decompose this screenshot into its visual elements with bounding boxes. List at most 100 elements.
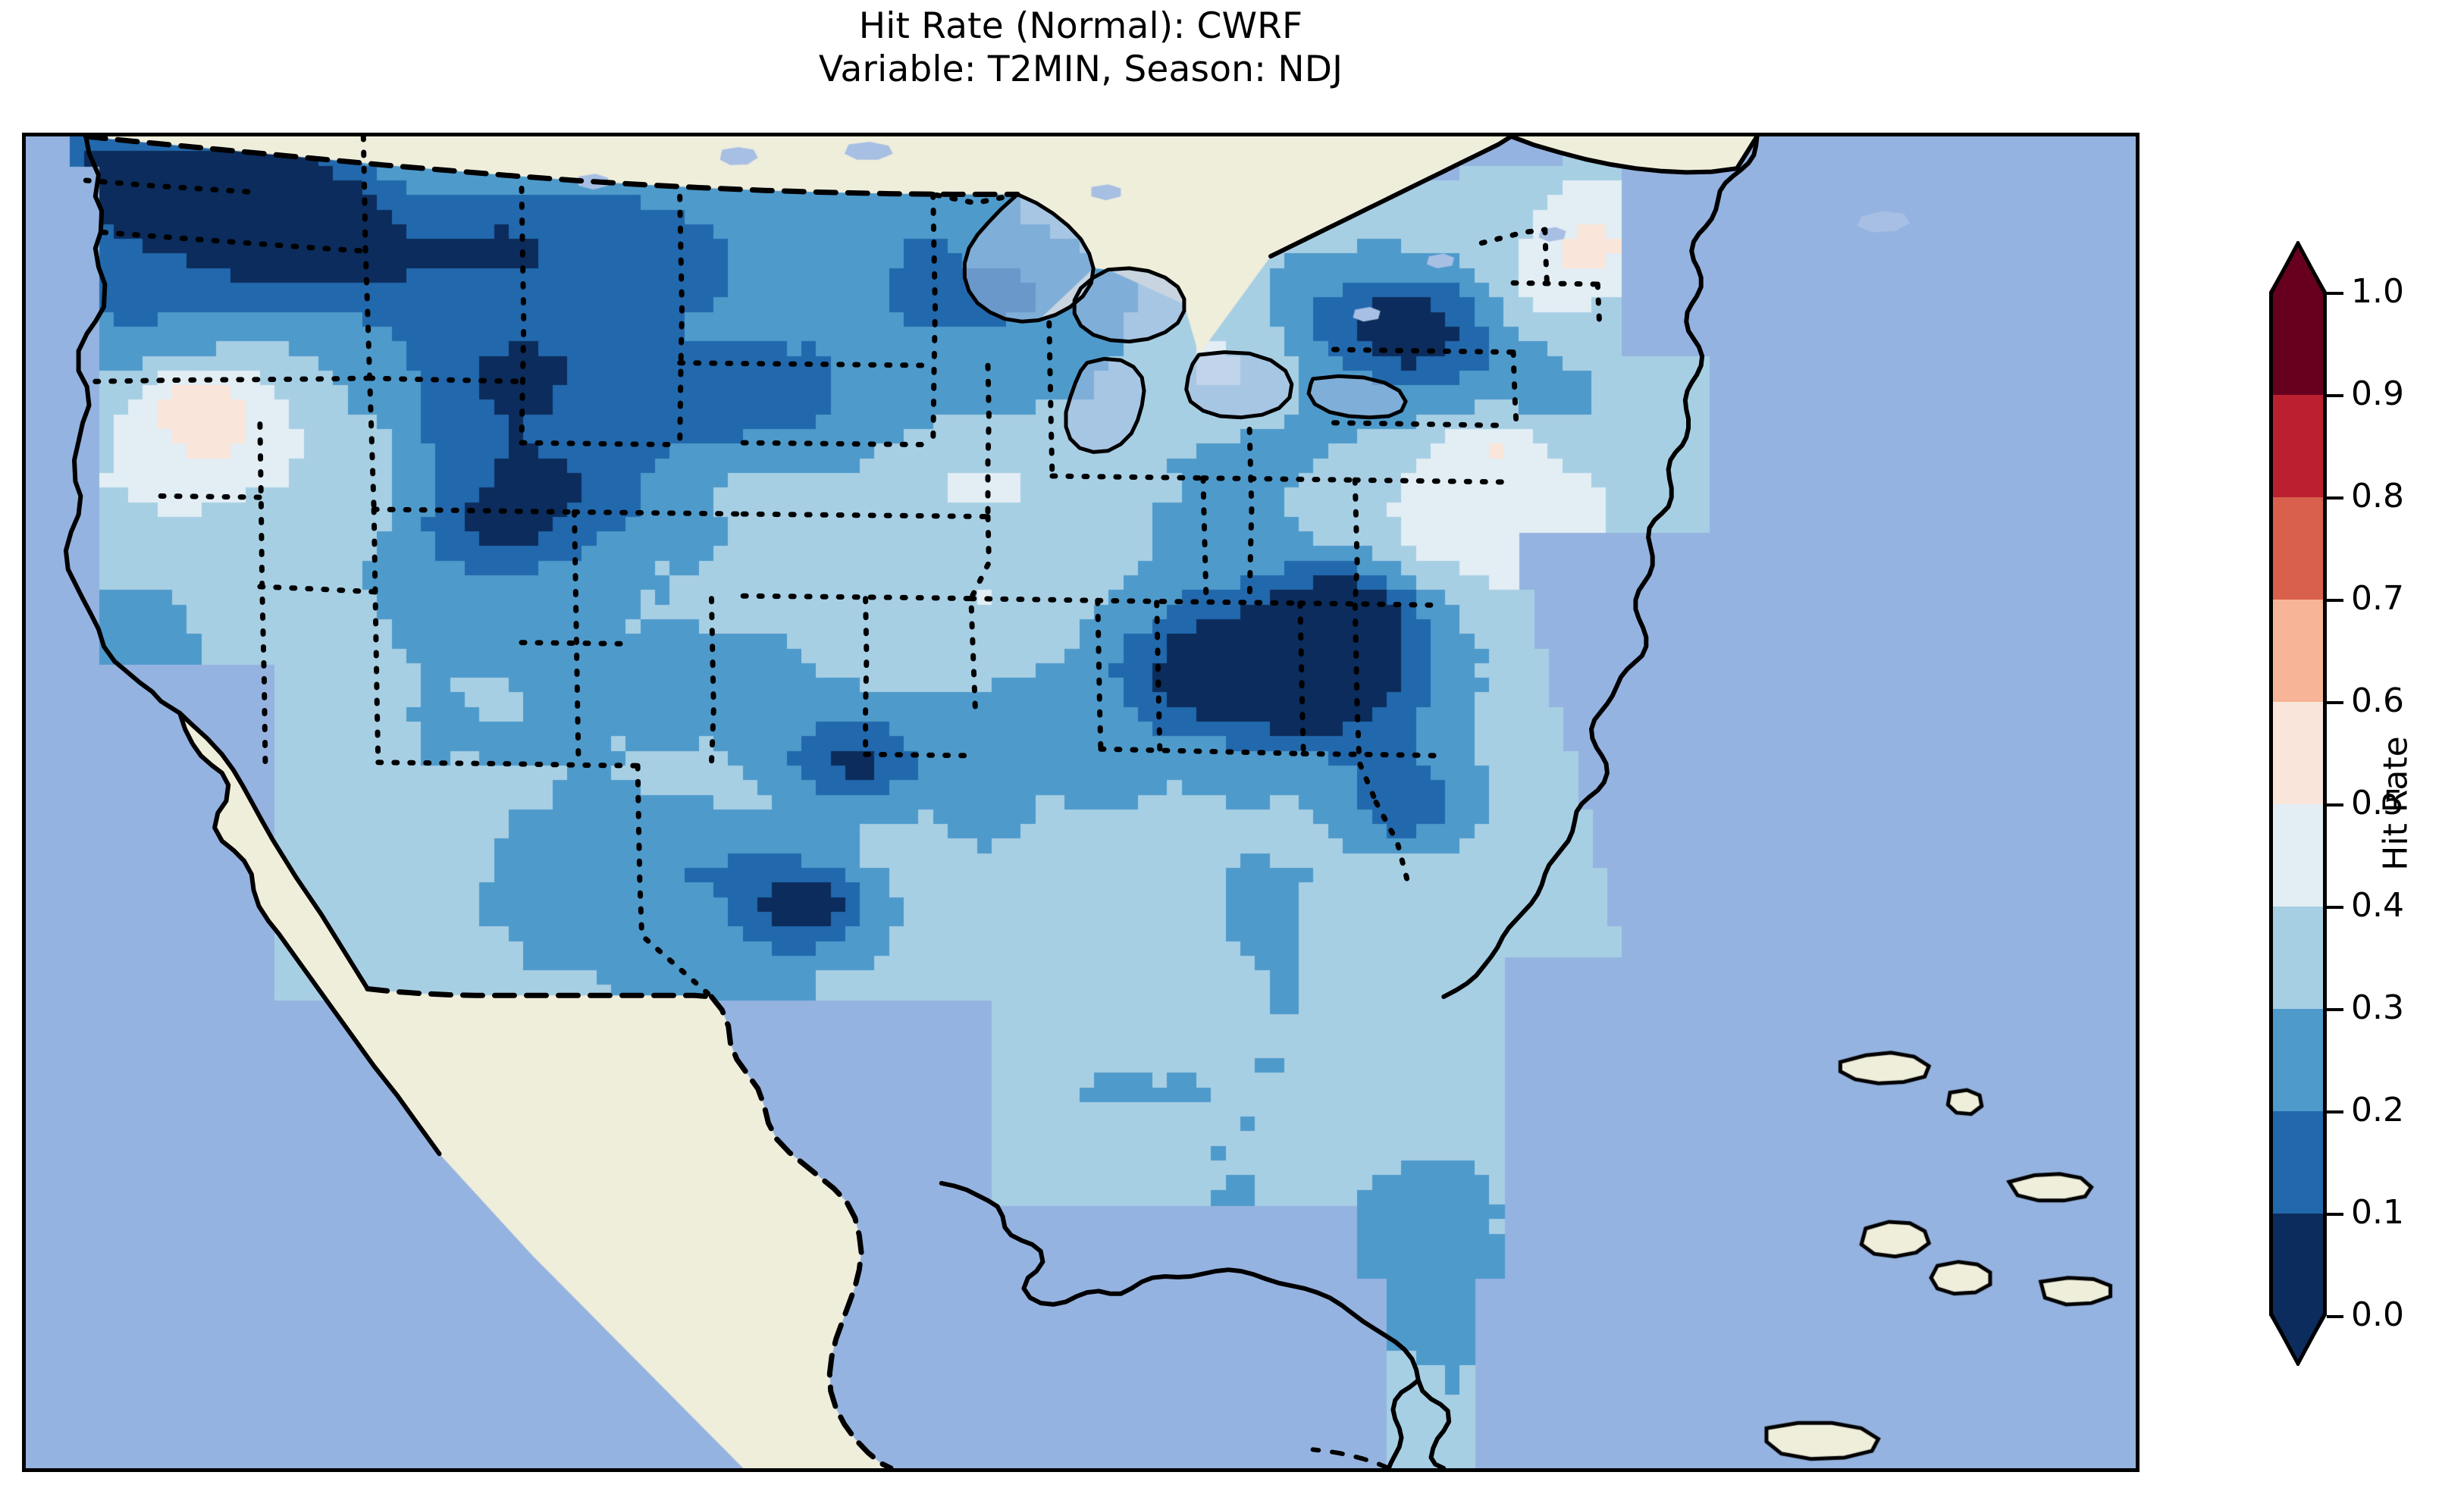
state-border-35: [1352, 477, 1506, 485]
state-border-51: [863, 751, 978, 759]
state-border-50: [1373, 800, 1411, 885]
state-border-34: [1352, 477, 1360, 608]
lake-outline-2: [1064, 356, 1146, 454]
border-usa-canada: [83, 136, 1020, 197]
colorbar-tick: [2327, 1213, 2343, 1216]
state-border-43: [1510, 280, 1600, 287]
state-border-36: [1297, 600, 1306, 752]
lake-outline-3: [1184, 350, 1294, 420]
colorbar-band: [2269, 496, 2327, 600]
coastline-canada-east: [1509, 136, 1760, 175]
state-border-31: [1246, 427, 1255, 606]
colorbar-tick: [2327, 906, 2343, 909]
colorbar-tick: [2327, 1315, 2343, 1318]
colorbar-band: [2269, 292, 2327, 395]
state-border-38: [1098, 746, 1306, 756]
state-border-45: [1594, 281, 1603, 333]
coastline-florida-keys: [1310, 1447, 1391, 1468]
lake-outline-1: [1072, 266, 1187, 344]
colorbar-outline: [2269, 292, 2327, 1315]
state-border-33: [1297, 600, 1443, 608]
state-border-27: [1095, 597, 1303, 606]
state-border-19: [635, 763, 714, 1000]
state-border-13: [375, 760, 641, 769]
colorbar-tick: [2327, 701, 2343, 704]
state-border-52: [863, 596, 870, 757]
colorbar-band: [2269, 701, 2327, 804]
state-border-21: [930, 191, 938, 448]
colorbar-band: [2269, 599, 2327, 702]
state-border-40: [1331, 420, 1506, 428]
state-border-32: [1200, 475, 1358, 483]
colorbar-tick-label: 0.1: [2351, 1193, 2404, 1232]
state-border-11: [572, 509, 746, 517]
colorbar-band: [2269, 1008, 2327, 1111]
colorbar-tick: [2327, 1008, 2343, 1011]
coastline-florida-east: [1415, 1378, 1452, 1468]
map-frame: [22, 133, 2140, 1472]
colorbar-band: [2269, 394, 2327, 497]
state-border-30: [1200, 475, 1209, 606]
colorbar-tick: [2327, 292, 2343, 295]
state-border-22: [968, 514, 992, 712]
state-border-28: [1095, 597, 1104, 752]
coastline-florida-west: [1386, 1378, 1421, 1468]
state-border-8: [257, 421, 268, 766]
state-border-41: [1331, 346, 1516, 355]
colorbar-band: [2269, 906, 2327, 1009]
colorbar-band: [2269, 1110, 2327, 1214]
colorbar: 0.0 0.1 0.2 0.3 0.4 0.5 0.6 0.7 0.8 0.9 1.0: [2269, 241, 2404, 1366]
colorbar-tick-label: 0.4: [2351, 886, 2404, 925]
colorbar-extend-arrow-top: [2269, 241, 2327, 292]
state-border-25: [1046, 320, 1055, 479]
state-border-24: [985, 362, 992, 520]
colorbar-tick: [2327, 1110, 2343, 1113]
state-border-39: [1300, 750, 1443, 759]
state-border-0: [100, 230, 366, 254]
coastline-atlantic: [1441, 136, 1760, 999]
colorbar-axis-label: Hit Rate: [2376, 736, 2415, 871]
coastline-baja-east: [177, 710, 370, 991]
colorbar-tick: [2327, 803, 2343, 807]
state-border-23: [968, 596, 1101, 603]
state-border-44: [1542, 227, 1550, 287]
state-border-37: [1352, 603, 1379, 805]
title-line-2: Variable: T2MIN, Season: NDJ: [818, 49, 1343, 90]
state-border-18: [740, 593, 974, 602]
colorbar-tick-label: 0.0: [2351, 1295, 2404, 1334]
colorbar-band: [2269, 803, 2327, 907]
state-border-14: [677, 193, 685, 448]
state-border-9: [158, 493, 264, 500]
state-border-5: [371, 506, 578, 515]
colorbar-tick: [2327, 599, 2343, 602]
lake-outline-0: [962, 192, 1096, 324]
coastline-pacific: [63, 136, 183, 716]
colorbar-tick-label: 0.6: [2351, 681, 2404, 720]
colorbar-extend-arrow-bottom: [2269, 1315, 2327, 1366]
coastline-gulf: [939, 1181, 1421, 1383]
state-border-42: [1510, 349, 1519, 428]
state-border-12: [572, 509, 582, 768]
colorbar-band: [2269, 1213, 2327, 1316]
state-border-49: [519, 640, 630, 647]
hit-rate-heatmap-layer: [26, 136, 2136, 1468]
coastline-st-lawrence: [1268, 136, 1514, 259]
state-border-1: [92, 375, 373, 384]
state-border-48: [83, 177, 261, 196]
state-border-29: [1154, 600, 1163, 755]
state-border-20: [709, 596, 716, 766]
lake-outline-4: [1306, 374, 1408, 420]
colorbar-tick-label: 0.8: [2351, 477, 2404, 515]
state-border-6: [371, 506, 381, 766]
page-title: Hit Rate (Normal): CWRF Variable: T2MIN,…: [0, 5, 2161, 91]
state-border-17: [740, 440, 936, 448]
state-border-2: [360, 136, 377, 512]
state-border-4: [519, 186, 527, 446]
title-line-1: Hit Rate (Normal): CWRF: [858, 5, 1303, 47]
state-border-3: [367, 375, 525, 384]
colorbar-tick: [2327, 496, 2343, 500]
colorbar-tick-label: 0.2: [2351, 1091, 2404, 1129]
colorbar-gradient: [2269, 292, 2327, 1316]
geography-overlay: [63, 136, 1760, 1468]
colorbar-tick-label: 0.9: [2351, 374, 2404, 413]
